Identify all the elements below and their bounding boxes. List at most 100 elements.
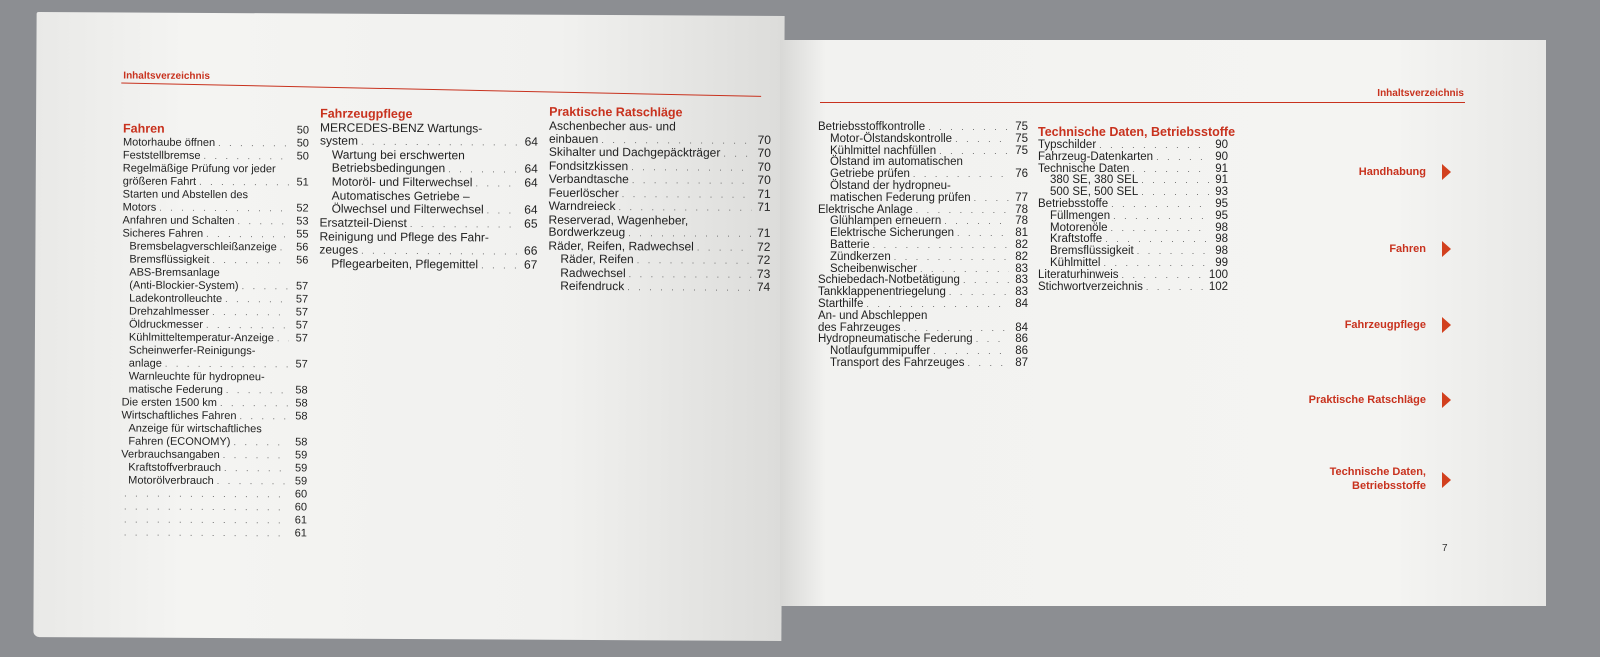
entry-title: Räder, Reifen xyxy=(560,251,634,267)
triangle-right-icon xyxy=(1442,164,1451,180)
page-ref: 82 xyxy=(1015,250,1028,263)
page-ref: 59 xyxy=(294,462,308,475)
dot-leader: . . . . . . . . . . . . . . . . . . . . … xyxy=(919,263,1009,274)
dot-leader: . . . . . . . . . . . . . . . . . . . . … xyxy=(123,527,288,539)
page-ref: 57 xyxy=(295,319,309,332)
section-tab[interactable]: Technische Daten, Betriebsstoffe xyxy=(1329,466,1426,492)
section-tab[interactable]: Handhabung xyxy=(1358,166,1426,178)
page-ref: 57 xyxy=(295,293,309,306)
toc-entry: 380 SE, 380 SEL. . . . . . . . . . . . .… xyxy=(1038,175,1228,187)
toc-entry: Bremsbelagverschleißanzeige. . . . . . .… xyxy=(122,240,308,254)
dot-leader: . . . . . . . . . . . . . . . . . . . . … xyxy=(206,228,289,240)
section-tab[interactable]: Fahrzeugpflege xyxy=(1344,319,1426,331)
toc-entry: Motor-Ölstandskontrolle. . . . . . . . .… xyxy=(818,133,1028,146)
page-ref: 91 xyxy=(1215,162,1228,175)
page-header: Inhaltsverzeichnis xyxy=(123,70,211,82)
section-tab[interactable]: Praktische Ratschläge xyxy=(1308,394,1426,406)
toc-entry: Kühlmittel. . . . . . . . . . . . . . . … xyxy=(1038,256,1228,270)
toc-column-fahren: Fahren . . . . . . . . . . . . . . . . . … xyxy=(121,121,309,541)
entry-title: Motorölverbrauch xyxy=(128,474,214,487)
page-ref: 70 xyxy=(757,159,771,174)
dot-leader: . . . . . . . . . . . . . . . . . . . . … xyxy=(276,333,289,344)
entry-title: Fahrzeug-Datenkarten xyxy=(1038,150,1154,163)
toc-column-fahrzeugpflege: Fahrzeugpflege MERCEDES-BENZ Wartungs-sys… xyxy=(319,106,538,273)
toc-entry: Füllmengen. . . . . . . . . . . . . . . … xyxy=(1038,210,1228,223)
page-ref: 76 xyxy=(1015,168,1028,181)
page-ref: 59 xyxy=(295,449,308,462)
dot-leader: . . . . . . . . . . . . . . . . . . . . … xyxy=(1145,281,1206,292)
entry-title: Reifendruck xyxy=(560,278,625,294)
toc-entry: Die ersten 1500 km. . . . . . . . . . . … xyxy=(122,396,308,410)
entry-title: Transport des Fahrzeuges xyxy=(830,356,965,369)
dot-leader: . . . . . . . . . . . . . . . . . . . . … xyxy=(1132,163,1209,174)
toc-entry: Motorenöle. . . . . . . . . . . . . . . … xyxy=(1038,222,1228,235)
entry-title: Literaturhinweis xyxy=(1038,268,1119,281)
entry-title: Getriebe prüfen xyxy=(830,168,910,181)
toc-entry: Scheinwerfer-Reinigungs- xyxy=(122,344,308,358)
page-ref: 56 xyxy=(296,241,309,254)
dot-leader: . . . . . . . . . . . . . . . . . . . . … xyxy=(486,205,519,216)
toc-entry: Tankklappenentriegelung. . . . . . . . .… xyxy=(818,286,1028,299)
entry-title: Kühlmittel nachfüllen xyxy=(830,144,937,157)
dot-leader: . . . . . . . . . . . . . . . . . . . . … xyxy=(1099,140,1209,150)
page-ref: 50 xyxy=(296,124,310,137)
toc-entry: Motors. . . . . . . . . . . . . . . . . … xyxy=(123,201,309,215)
entry-title: Öldruckmesser xyxy=(128,318,204,331)
toc-entry: Notlaufgummipuffer. . . . . . . . . . . … xyxy=(818,345,1028,358)
entry-title: ABS-Bremsanlage xyxy=(129,266,220,280)
page-ref: 98 xyxy=(1215,233,1228,246)
toc-entry: Ladekontrolleuchte. . . . . . . . . . . … xyxy=(122,292,308,306)
page-ref: 70 xyxy=(757,132,772,147)
dot-leader: . . . . . . . . . . . . . . . . . . . . … xyxy=(123,514,288,526)
toc-entry: des Fahrzeuges. . . . . . . . . . . . . … xyxy=(818,322,1028,335)
toc-entry: Transport des Fahrzeuges. . . . . . . . … xyxy=(818,356,1028,370)
toc-entry: Elektrische Anlage. . . . . . . . . . . … xyxy=(818,203,1028,217)
page-ref: 78 xyxy=(1015,203,1028,216)
page-ref: 60 xyxy=(294,501,308,514)
entry-title: Betriebsstoffe xyxy=(1038,197,1109,210)
toc-entry: Glühlampen erneuern. . . . . . . . . . .… xyxy=(818,216,1028,228)
page-ref: 71 xyxy=(757,186,771,201)
section-tab[interactable]: Fahren xyxy=(1389,243,1426,255)
page-ref: 86 xyxy=(1015,345,1028,358)
entry-title: Kühlmittel xyxy=(1050,256,1101,269)
toc-entry: Drehzahlmesser. . . . . . . . . . . . . … xyxy=(122,305,308,319)
toc-entry: Feststellbremse. . . . . . . . . . . . .… xyxy=(123,149,309,163)
page-ref: 87 xyxy=(1015,356,1028,369)
dot-leader: . . . . . . . . . . . . . . . . . . . . … xyxy=(866,298,1009,309)
dot-leader: . . . . . . . . . . . . . . . . . . . . … xyxy=(1156,151,1209,162)
page-ref: 57 xyxy=(295,332,308,345)
dot-leader: . . . . . . . . . . . . . . . . . . . . … xyxy=(222,450,289,461)
dot-leader: . . . . . . . . . . . . . . . . . . . . … xyxy=(631,175,752,186)
dot-leader: . . . . . . . . . . . . . . . . . . . . … xyxy=(124,488,288,500)
toc-column-continued: Betriebsstoffkontrolle. . . . . . . . . … xyxy=(818,121,1028,370)
dot-leader: . . . . . . . . . . . . . . . . . . . . … xyxy=(627,282,752,293)
toc-entry: matische Federung. . . . . . . . . . . .… xyxy=(122,383,308,397)
page-ref: 57 xyxy=(295,306,309,319)
toc-entry: Anzeige für wirtschaftliches xyxy=(121,422,307,436)
toc-entry: Hydropneumatische Federung. . . . . . . … xyxy=(818,334,1028,346)
toc-entry: Betriebsstoffe. . . . . . . . . . . . . … xyxy=(1038,197,1228,211)
dot-leader: . . . . . . . . . . . . . . . . . . . . … xyxy=(475,178,518,189)
page-ref: 65 xyxy=(524,216,538,231)
entry-title: Anzeige für wirtschaftliches xyxy=(128,422,262,436)
page-ref: 98 xyxy=(1215,245,1228,258)
toc-entry: Pflegearbeiten, Pflegemittel. . . . . . … xyxy=(319,256,537,273)
entry-title: Pflegearbeiten, Pflegemittel xyxy=(331,256,479,272)
dot-leader: . . . . . . . . . . . . . . . . . . . . … xyxy=(216,475,289,487)
entry-title: Starten und Abstellen des xyxy=(122,188,249,202)
dot-leader: . . . . . . . . . . . . . . . . . . . . … xyxy=(279,242,290,253)
page-ref: 83 xyxy=(1015,286,1028,299)
entry-title: Warnleuchte für hydropneu- xyxy=(128,370,265,384)
entry-title: Verbandtasche xyxy=(548,171,629,187)
dot-leader: . . . . . . . . . . . . . . . . . . . . … xyxy=(1121,269,1206,280)
entry-title: (Anti-Blockier-System) xyxy=(129,279,239,293)
page-ref: 58 xyxy=(295,397,308,410)
page-ref: 72 xyxy=(757,239,771,254)
dot-leader: . . . . . . . . . . . . . . . . . . . . … xyxy=(218,137,290,149)
toc-entry: Bremsflüssigkeit. . . . . . . . . . . . … xyxy=(122,253,308,267)
page-ref: 75 xyxy=(1015,121,1028,133)
toc-entry: Motorhaube öffnen. . . . . . . . . . . .… xyxy=(123,136,309,150)
entry-title: Motoröl- und Filterwechsel xyxy=(331,174,473,190)
page-ref: 57 xyxy=(295,280,309,293)
